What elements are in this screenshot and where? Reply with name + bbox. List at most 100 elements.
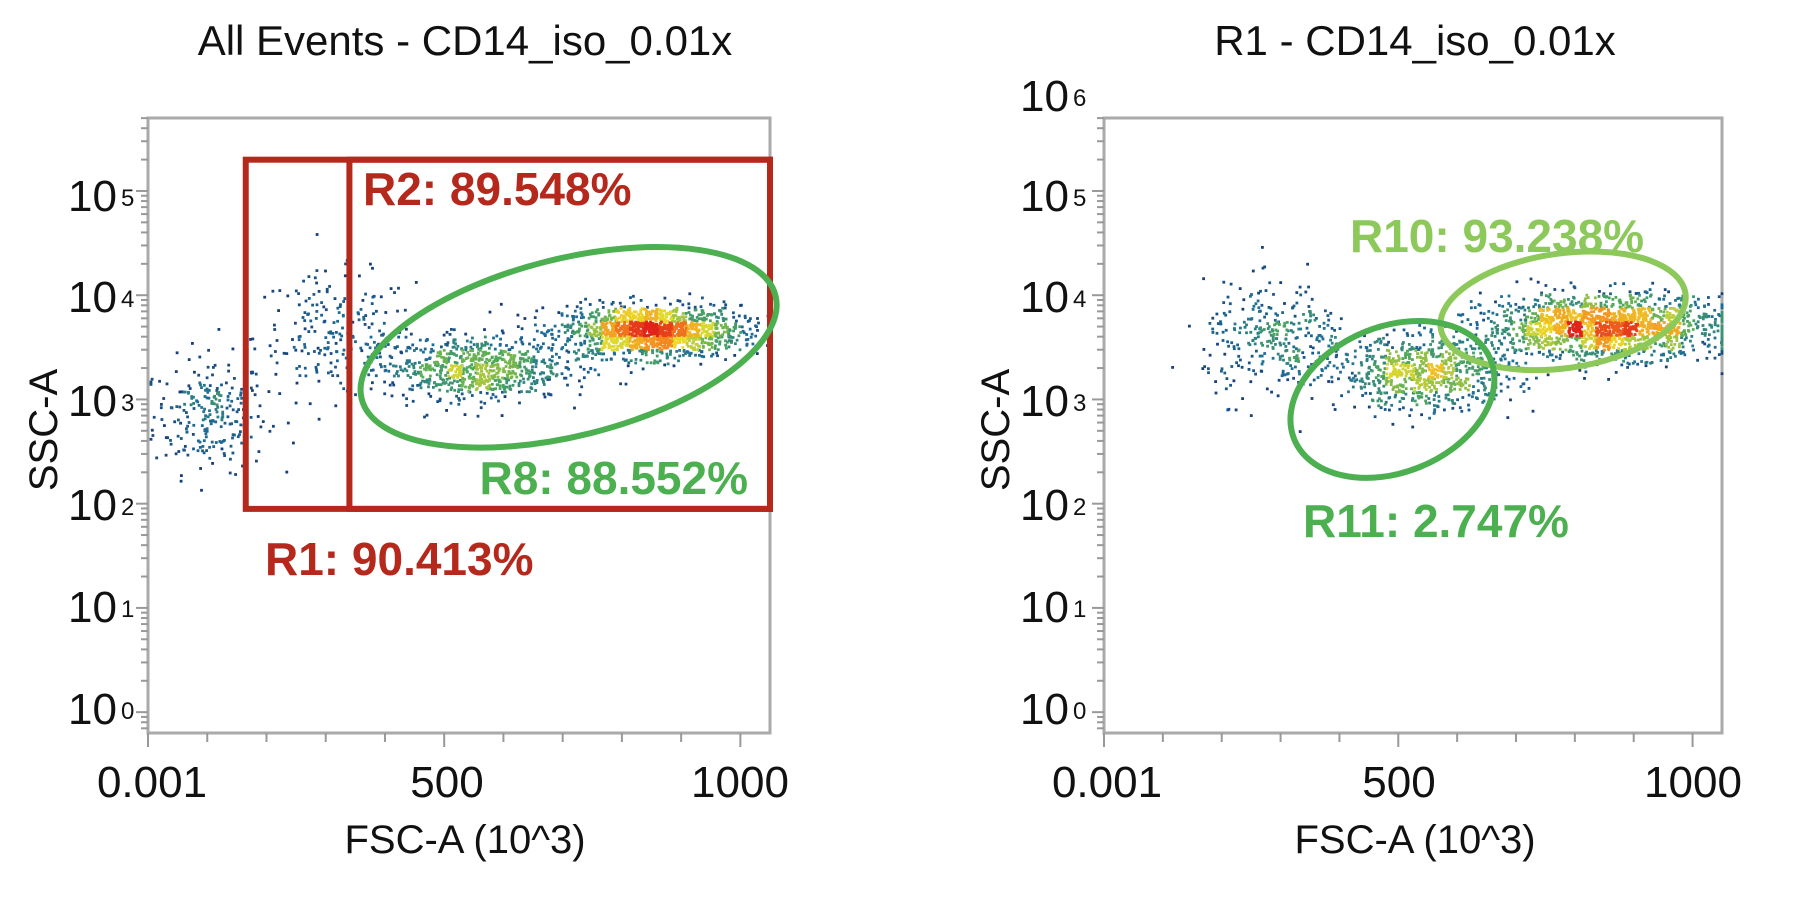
event-point	[334, 404, 337, 407]
event-point	[1266, 388, 1269, 391]
event-point	[535, 365, 538, 368]
event-point	[1490, 341, 1493, 344]
event-point	[210, 422, 213, 425]
event-point	[661, 326, 664, 329]
event-point	[1697, 320, 1700, 323]
event-point	[419, 349, 422, 352]
event-point	[1241, 366, 1244, 369]
event-point	[551, 366, 554, 369]
event-point	[301, 350, 304, 353]
event-point	[192, 448, 195, 451]
event-point	[336, 374, 339, 377]
event-point	[239, 430, 242, 433]
event-point	[552, 343, 555, 346]
event-point	[721, 307, 724, 310]
event-point	[229, 405, 232, 408]
event-point	[1520, 385, 1523, 388]
event-point	[724, 344, 727, 347]
event-point	[445, 409, 448, 412]
event-point	[496, 383, 499, 386]
event-point	[626, 341, 629, 344]
event-point	[296, 382, 299, 385]
event-point	[548, 376, 551, 379]
event-point	[518, 402, 521, 405]
event-point	[186, 425, 189, 428]
event-point	[1451, 407, 1454, 410]
event-point	[608, 311, 611, 314]
event-point	[724, 323, 727, 326]
event-point	[1295, 291, 1298, 294]
event-point	[757, 322, 760, 325]
event-point	[723, 326, 726, 329]
event-point	[1285, 338, 1288, 341]
event-point	[335, 342, 338, 345]
event-point	[491, 383, 494, 386]
event-point	[487, 375, 490, 378]
event-point	[1673, 343, 1676, 346]
event-point	[512, 361, 515, 364]
event-point	[611, 325, 614, 328]
event-point	[1676, 333, 1679, 336]
event-point	[651, 350, 654, 353]
event-point	[537, 344, 540, 347]
event-point	[177, 450, 180, 453]
event-point	[372, 369, 375, 372]
event-point	[700, 350, 703, 353]
event-point	[1636, 297, 1639, 300]
event-point	[215, 408, 218, 411]
event-point	[232, 348, 235, 351]
event-point	[1646, 335, 1649, 338]
event-point	[316, 371, 319, 374]
event-point	[1421, 392, 1424, 395]
event-point	[1408, 361, 1411, 364]
event-point	[491, 356, 494, 359]
event-point	[558, 356, 561, 359]
event-point	[1249, 380, 1252, 383]
event-point	[620, 345, 623, 348]
event-point	[432, 386, 435, 389]
event-point	[354, 393, 357, 396]
event-point	[1612, 335, 1615, 338]
event-point	[324, 336, 327, 339]
event-point	[1650, 354, 1653, 357]
event-point	[1721, 344, 1724, 347]
event-point	[1544, 338, 1547, 341]
event-point	[704, 334, 707, 337]
event-point	[1237, 364, 1240, 367]
event-point	[735, 320, 738, 323]
event-point	[1634, 300, 1637, 303]
event-point	[419, 339, 422, 342]
event-point	[272, 290, 275, 293]
event-point	[483, 375, 486, 378]
event-point	[645, 354, 648, 357]
event-point	[732, 311, 735, 314]
event-point	[1386, 343, 1389, 346]
event-point	[1574, 286, 1577, 289]
event-point	[594, 369, 597, 372]
event-point	[1453, 402, 1456, 405]
event-point	[1704, 316, 1707, 319]
event-point	[494, 364, 497, 367]
event-point	[320, 301, 323, 304]
event-point	[1637, 316, 1640, 319]
event-point	[659, 322, 662, 325]
event-point	[1286, 362, 1289, 365]
event-point	[1626, 301, 1629, 304]
event-point	[372, 296, 375, 299]
event-point	[1575, 337, 1578, 340]
event-point	[1546, 343, 1549, 346]
event-point	[1277, 394, 1280, 397]
event-point	[213, 395, 216, 398]
event-point	[1501, 305, 1504, 308]
event-point	[1696, 359, 1699, 362]
event-point	[1443, 409, 1446, 412]
event-point	[663, 323, 666, 326]
event-point	[432, 343, 435, 346]
event-point	[1406, 350, 1409, 353]
event-point	[1471, 395, 1474, 398]
event-point	[151, 378, 154, 381]
event-point	[584, 335, 587, 338]
event-point	[484, 367, 487, 370]
event-point	[1638, 352, 1641, 355]
event-point	[1437, 395, 1440, 398]
